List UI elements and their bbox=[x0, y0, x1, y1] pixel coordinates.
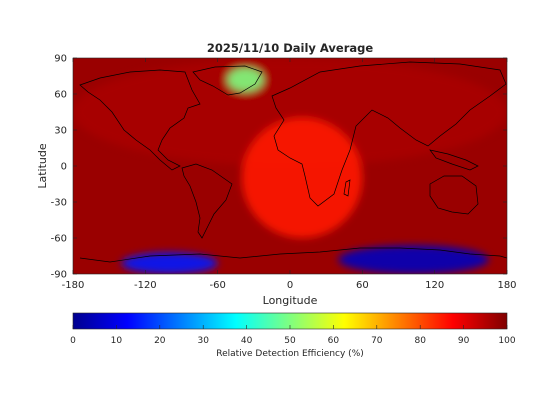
colorbar-tick-label: 30 bbox=[197, 336, 209, 346]
x-axis-ticks: -180 -120 -60 0 60 120 180 bbox=[62, 58, 517, 291]
colorbar-tick-label: 0 bbox=[70, 336, 76, 346]
colorbar-tick-label: 40 bbox=[241, 336, 253, 346]
madagascar-coastline bbox=[343, 179, 351, 197]
colorbar-tick-label: 90 bbox=[458, 336, 470, 346]
heatmap-region bbox=[121, 252, 218, 274]
greenland-coastline bbox=[192, 65, 263, 96]
y-tick-label: 90 bbox=[54, 54, 67, 65]
north-america-coastline bbox=[79, 69, 201, 171]
x-tick-label: 180 bbox=[497, 280, 516, 291]
south-america-coastline bbox=[181, 163, 233, 239]
x-tick-label: 60 bbox=[356, 280, 369, 291]
heatmap-region bbox=[73, 58, 507, 166]
colorbar-tick-label: 10 bbox=[111, 336, 123, 346]
x-tick-label: -180 bbox=[62, 280, 85, 291]
y-tick-label: 60 bbox=[54, 90, 67, 101]
coastlines bbox=[79, 61, 507, 263]
colorbar-tick-label: 50 bbox=[284, 336, 296, 346]
x-tick-label: 120 bbox=[425, 280, 444, 291]
y-tick-label: -60 bbox=[51, 234, 67, 245]
heatmap-region bbox=[338, 245, 489, 274]
colorbar-tick-label: 60 bbox=[328, 336, 340, 346]
colorbar-ticks: 0 10 20 30 40 50 60 70 80 90 100 bbox=[70, 325, 516, 346]
colorbar-label: Relative Detection Efficiency (%) bbox=[216, 349, 364, 359]
y-axis-label: Latitude bbox=[36, 143, 49, 189]
chart-title: 2025/11/10 Daily Average bbox=[207, 41, 374, 55]
x-tick-label: 0 bbox=[287, 280, 293, 291]
y-tick-label: -90 bbox=[51, 270, 67, 281]
colorbar-tick-label: 100 bbox=[498, 336, 515, 346]
australia-coastline bbox=[429, 175, 479, 215]
y-tick-label: 0 bbox=[61, 162, 67, 173]
heatmap-region bbox=[227, 67, 264, 92]
y-axis-ticks: -90 -60 -30 0 30 60 90 bbox=[51, 54, 507, 281]
heatmap-region bbox=[241, 118, 363, 238]
colorbar-tick-label: 70 bbox=[371, 336, 383, 346]
x-axis-label: Longitude bbox=[263, 294, 318, 307]
southeast-asia-islands-coastline bbox=[429, 149, 479, 171]
colorbar-tick-label: 20 bbox=[154, 336, 166, 346]
x-tick-label: -60 bbox=[209, 280, 225, 291]
x-tick-label: -120 bbox=[134, 280, 157, 291]
africa-eurasia-coastline bbox=[271, 61, 507, 207]
plot-area bbox=[73, 58, 507, 274]
antarctica-coastline bbox=[79, 247, 507, 263]
y-tick-label: 30 bbox=[54, 126, 67, 137]
y-tick-label: -30 bbox=[51, 198, 67, 209]
colorbar-tick-label: 80 bbox=[414, 336, 426, 346]
